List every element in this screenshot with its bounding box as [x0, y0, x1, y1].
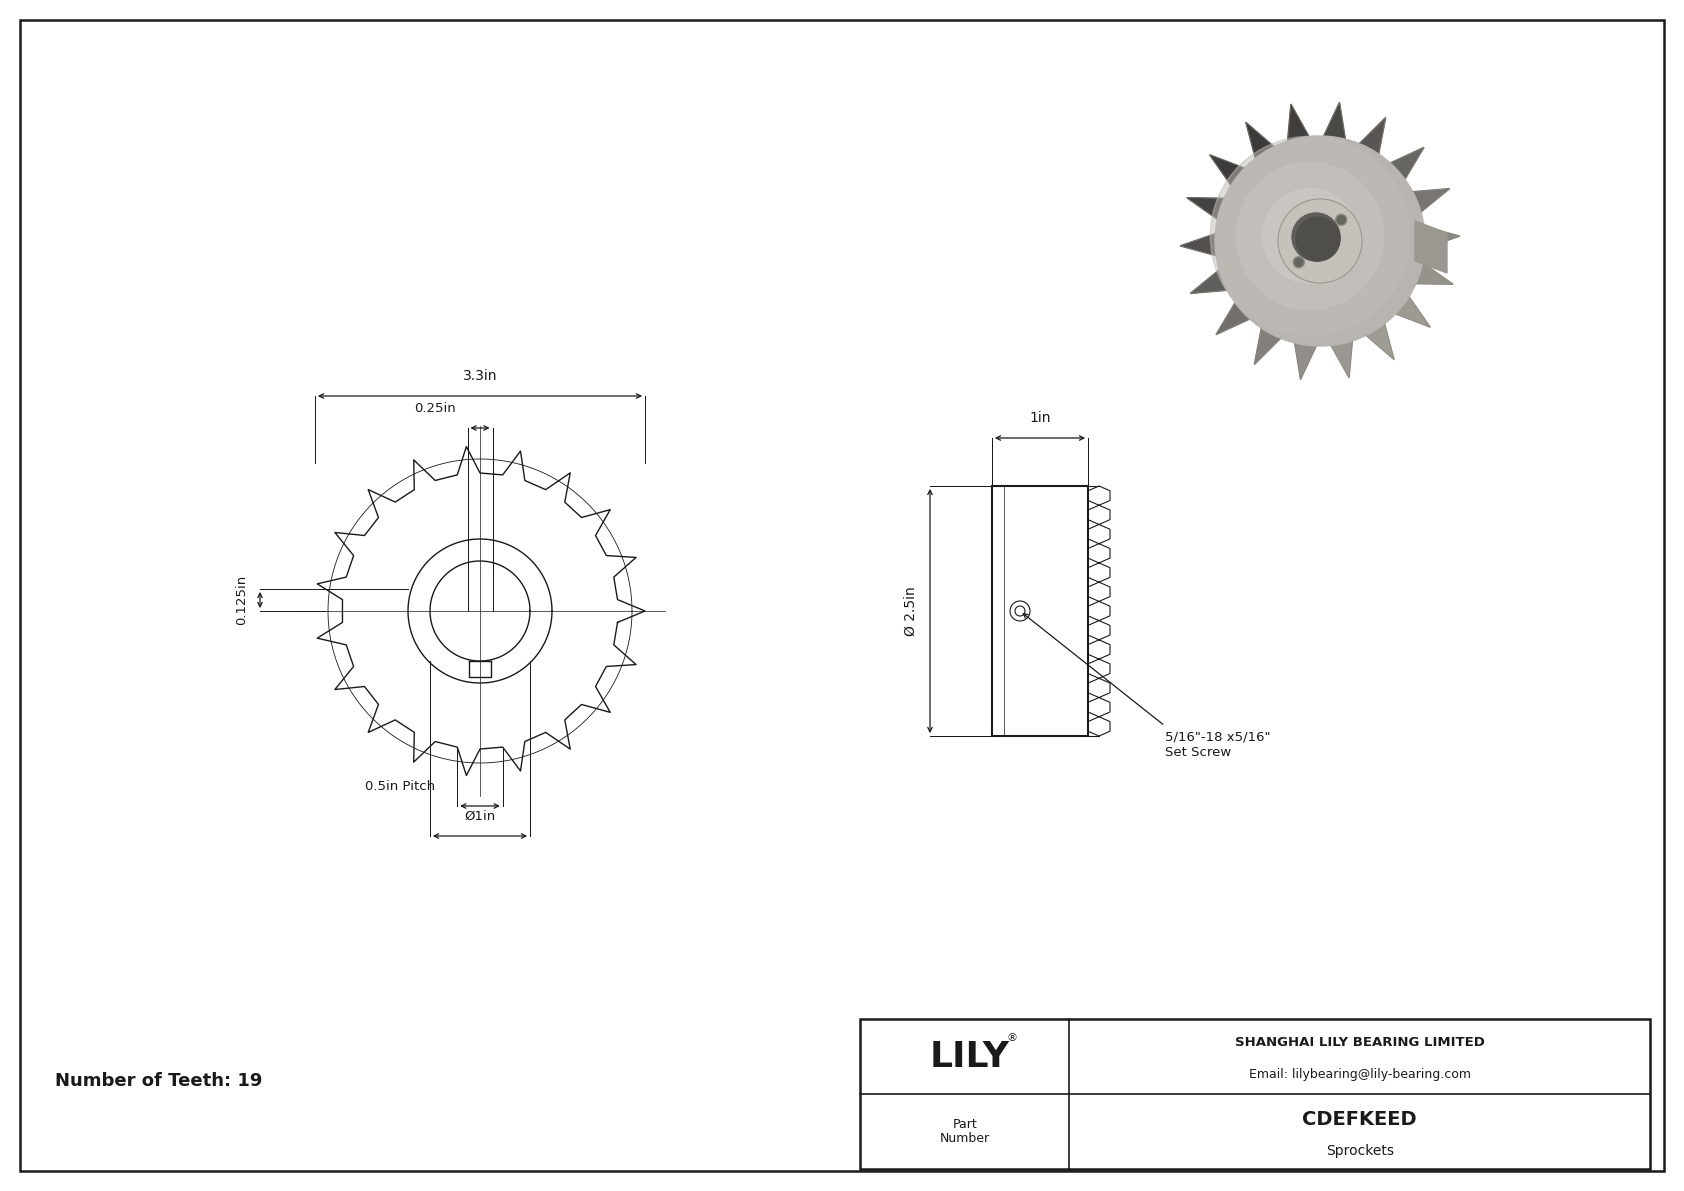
- Polygon shape: [1187, 198, 1224, 219]
- Circle shape: [1263, 188, 1357, 283]
- Text: 1in: 1in: [1029, 411, 1051, 425]
- Polygon shape: [1396, 297, 1430, 328]
- Text: Number of Teeth: 19: Number of Teeth: 19: [56, 1072, 263, 1090]
- Text: SHANGHAI LILY BEARING LIMITED: SHANGHAI LILY BEARING LIMITED: [1234, 1036, 1485, 1049]
- Polygon shape: [1209, 155, 1244, 186]
- Polygon shape: [1391, 148, 1425, 180]
- Polygon shape: [1324, 102, 1346, 139]
- Polygon shape: [1216, 303, 1250, 335]
- Text: Ø 2.5in: Ø 2.5in: [904, 586, 918, 636]
- Polygon shape: [1413, 188, 1450, 212]
- Polygon shape: [1415, 222, 1447, 273]
- Text: 5/16"-18 x5/16"
Set Screw: 5/16"-18 x5/16" Set Screw: [1165, 731, 1270, 759]
- Polygon shape: [1366, 324, 1394, 360]
- Circle shape: [1337, 216, 1346, 224]
- Bar: [861, 1019, 1650, 1170]
- Polygon shape: [1288, 104, 1308, 142]
- Text: 0.125in: 0.125in: [236, 575, 248, 625]
- Circle shape: [1297, 217, 1340, 261]
- Circle shape: [1335, 214, 1347, 225]
- Text: ®: ®: [1005, 1034, 1017, 1043]
- Text: CDEFKEED: CDEFKEED: [1302, 1110, 1416, 1129]
- Polygon shape: [1330, 341, 1352, 378]
- Circle shape: [1236, 162, 1384, 310]
- Circle shape: [1292, 213, 1340, 261]
- Polygon shape: [1255, 328, 1280, 364]
- Circle shape: [1214, 136, 1425, 347]
- Circle shape: [1211, 136, 1410, 336]
- Circle shape: [1278, 199, 1362, 283]
- Circle shape: [1295, 258, 1303, 267]
- Polygon shape: [1295, 343, 1317, 380]
- Polygon shape: [1180, 233, 1216, 256]
- Text: 0.5in Pitch: 0.5in Pitch: [365, 780, 434, 793]
- Text: LILY: LILY: [930, 1040, 1010, 1074]
- Polygon shape: [1416, 263, 1453, 285]
- Circle shape: [1293, 257, 1305, 268]
- Text: Part
Number: Part Number: [940, 1117, 990, 1146]
- Polygon shape: [1359, 118, 1386, 154]
- Text: 0.25in: 0.25in: [414, 403, 456, 414]
- Text: 3.3in: 3.3in: [463, 369, 497, 384]
- Text: Email: lilybearing@lily-bearing.com: Email: lilybearing@lily-bearing.com: [1248, 1068, 1470, 1081]
- Polygon shape: [1246, 123, 1275, 158]
- Polygon shape: [1425, 226, 1460, 249]
- Text: Ø1in: Ø1in: [465, 810, 495, 823]
- Text: Sprockets: Sprockets: [1325, 1145, 1394, 1158]
- Polygon shape: [1191, 270, 1228, 293]
